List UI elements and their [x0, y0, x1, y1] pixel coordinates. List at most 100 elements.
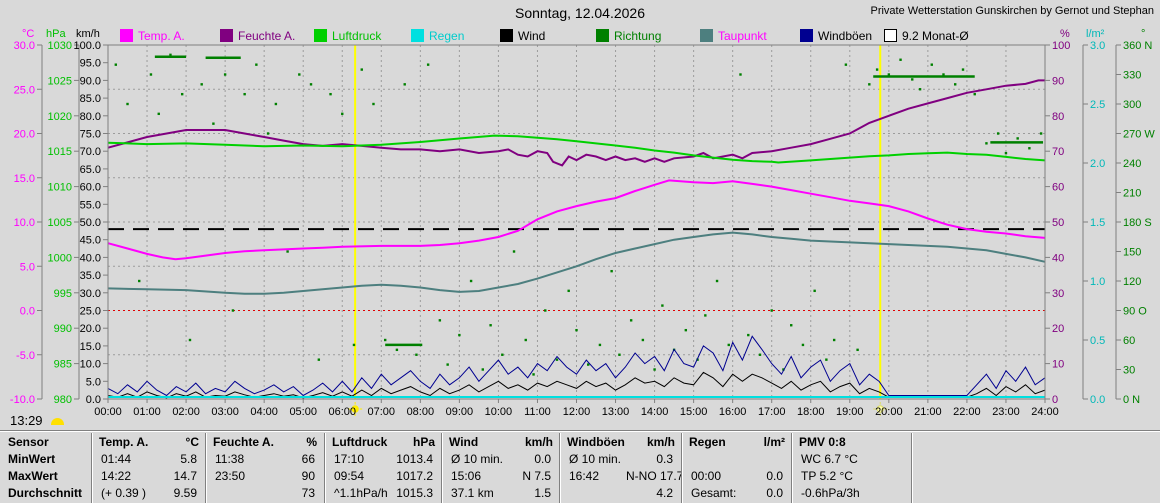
direction-dot — [532, 373, 535, 376]
tick-label-hpa: 990 — [54, 323, 72, 335]
col-unit: km/h — [524, 435, 553, 449]
col-unit: °C — [185, 435, 199, 449]
x-tick-label: 09:00 — [446, 406, 474, 418]
tick-label-kmh: 10.0 — [80, 359, 101, 371]
direction-dot — [512, 250, 516, 253]
tick-label-kmh: 85.0 — [80, 93, 101, 105]
tick-label-kmh: 50.0 — [80, 217, 101, 229]
direction-dot — [758, 353, 762, 356]
direction-dot — [653, 368, 656, 371]
tick-label-deg: 210 — [1123, 188, 1141, 200]
axis-unit-pct: % — [1060, 28, 1070, 40]
col-header: Luftdruck — [332, 435, 388, 449]
direction-dot — [544, 309, 547, 312]
table-separator — [559, 433, 561, 503]
tick-label-pct: 100 — [1052, 40, 1070, 52]
stat-value: 0.0 — [766, 486, 783, 500]
direction-dot — [684, 328, 688, 332]
direction-dot — [446, 363, 449, 366]
stat-cell: TP 5.2 °C — [801, 469, 853, 483]
stat-cell: 37.1 km — [451, 486, 494, 500]
stat-cell: 23:50 — [215, 469, 246, 483]
direction-dot — [188, 338, 192, 342]
axis-unit-lm2: l/m² — [1086, 28, 1105, 40]
stat-value — [857, 485, 903, 502]
x-tick-label: 05:00 — [289, 406, 317, 418]
sunrise-icon — [351, 405, 359, 413]
direction-dot — [360, 68, 363, 71]
direction-dot — [770, 309, 773, 312]
x-tick-label: 18:00 — [797, 406, 825, 418]
direction-dot — [372, 102, 375, 106]
direction-dot — [747, 333, 750, 337]
direction-dot — [200, 83, 203, 86]
direction-dot — [489, 324, 492, 327]
direction-dot — [918, 88, 922, 91]
tick-label-hpa: 1005 — [48, 217, 72, 229]
x-tick-label: 16:00 — [719, 406, 747, 418]
direction-dot — [629, 319, 633, 322]
row-label: Durchschnitt — [8, 486, 83, 500]
direction-dot — [341, 112, 344, 116]
direction-dot — [415, 353, 418, 356]
tick-label-deg: 300 — [1123, 99, 1141, 111]
col-unit: l/m² — [763, 435, 785, 449]
direction-dot — [587, 363, 590, 366]
legend-item-taupunkt: Taupunkt — [700, 29, 767, 43]
table-separator — [205, 433, 207, 503]
table-separator — [441, 433, 443, 503]
direction-dot — [426, 63, 430, 66]
stat-cell: 00:00 — [691, 469, 722, 483]
col-unit: hPa — [412, 435, 435, 449]
x-tick-label: 07:00 — [368, 406, 396, 418]
legend-item-luftdruck: Luftdruck — [314, 29, 381, 43]
tick-label-deg: 30 — [1123, 365, 1135, 377]
direction-dot — [524, 338, 527, 342]
legend-swatch-windboeen — [800, 29, 813, 42]
direction-dot — [973, 92, 976, 96]
tick-label-kmh: 15.0 — [80, 341, 101, 353]
tick-label-lm2: 1.0 — [1090, 276, 1105, 288]
x-tick-label: 21:00 — [914, 406, 942, 418]
tick-label-tempC: 15.0 — [14, 173, 35, 185]
tick-label-kmh: 35.0 — [80, 270, 101, 282]
tick-label-pct: 90 — [1052, 75, 1064, 87]
stat-cell: Gesamt: — [691, 486, 737, 500]
legend-label: Taupunkt — [718, 29, 767, 43]
stat-value: 5.8 — [180, 452, 197, 466]
stat-value: 0.0 — [766, 469, 783, 483]
stat-value: 4.2 — [656, 486, 673, 500]
stat-value — [741, 451, 783, 468]
legend-item-temp-a: Temp. A. — [120, 29, 185, 43]
direction-dot — [739, 73, 742, 76]
col-header: Windböen — [567, 435, 625, 449]
tick-label-deg: 60 — [1123, 335, 1135, 347]
direction-dot — [790, 324, 793, 327]
stat-value: 0.0 — [534, 452, 551, 466]
x-tick-label: 10:00 — [485, 406, 513, 418]
direction-dot — [567, 289, 570, 293]
stat-value: 0.3 — [656, 452, 673, 466]
legend-label: Regen — [429, 29, 465, 43]
tick-label-lm2: 2.5 — [1090, 99, 1105, 111]
x-tick-label: 14:00 — [641, 406, 669, 418]
tick-label-deg: 120 — [1123, 276, 1141, 288]
legend-swatch-luftdruck — [314, 29, 327, 42]
tick-label-pct: 10 — [1052, 359, 1064, 371]
direction-dot — [911, 78, 914, 81]
stat-value: 1013.4 — [396, 452, 433, 466]
table-separator — [681, 433, 683, 503]
col-unit — [857, 434, 905, 451]
x-tick-label: 08:00 — [407, 406, 435, 418]
x-tick-label: 11:00 — [524, 406, 551, 418]
series-temp-a- — [107, 179, 1046, 261]
row-label: MaxWert — [8, 469, 58, 483]
sun-icon — [50, 418, 64, 425]
station-credit: Private Wetterstation Gunskirchen by Ger… — [870, 5, 1154, 17]
tick-label-hpa: 980 — [54, 394, 72, 406]
tick-label-hpa: 1010 — [48, 182, 72, 194]
tick-label-kmh: 90.0 — [80, 75, 101, 87]
stat-value: 73 — [301, 486, 315, 500]
axis-unit-hpa: hPa — [46, 28, 66, 40]
